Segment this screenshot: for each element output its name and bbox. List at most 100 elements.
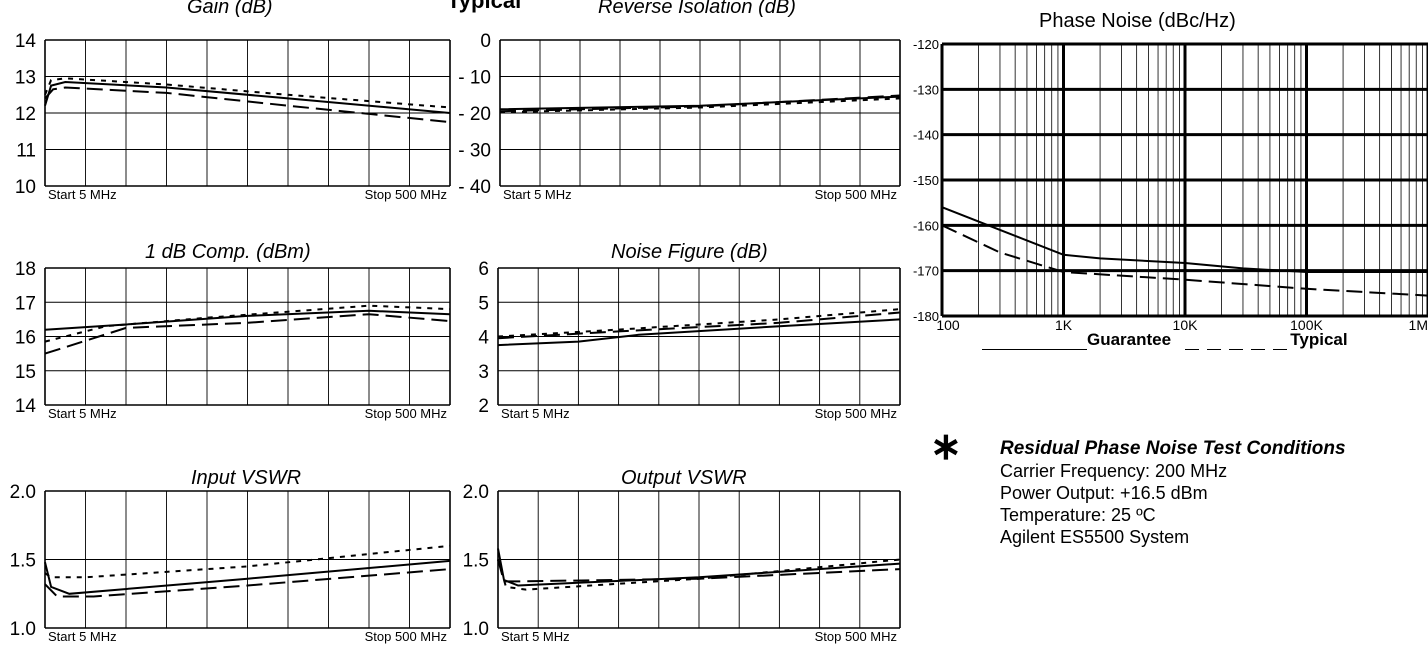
page-title-fragment: Typical [447, 0, 522, 13]
x-start-label: Start 5 MHz [48, 629, 117, 644]
legend-typical-label: Typical [1290, 330, 1348, 349]
series-line-dashed [499, 94, 901, 113]
test-condition-line: Carrier Frequency: 200 MHz [1000, 461, 1228, 481]
x-tick-label: 10K [1173, 317, 1199, 333]
noise-figure-chart-title: Noise Figure (dB) [611, 241, 768, 263]
y-tick-label: -160 [913, 218, 939, 233]
reverse-isolation-chart: Reverse Isolation (dB) 0 - 10 - 20 - 30 - 40… [455, 0, 905, 205]
phase-noise-chart: -120 -130 -140 -150 -160 -170 -180 100 1K 10K 100K… [895, 37, 1428, 338]
output-vswr-chart: Output VSWR 2.0 1.5 1.0 Start 5 MHz Stop 500… [455, 465, 905, 652]
y-tick-label: -130 [913, 82, 939, 97]
input-vswr-chart-title: Input VSWR [191, 467, 302, 489]
test-condition-line: Agilent ES5500 System [1000, 527, 1190, 547]
x-start-label: Start 5 MHz [501, 406, 570, 421]
series-line-solid [44, 559, 451, 595]
y-tick-label: - 10 [458, 68, 491, 89]
test-condition-line: Power Output: +16.5 dBm [1000, 483, 1208, 503]
legend-solid-line-swatch [982, 331, 1087, 350]
y-tick-label: 0 [480, 31, 491, 52]
series-line-dotted [497, 308, 901, 338]
y-tick-label: 16 [15, 328, 36, 349]
y-tick-label: 3 [478, 362, 489, 383]
reverse-isolation-chart-title: Reverse Isolation (dB) [598, 0, 796, 18]
input-vswr-chart: Input VSWR 2.0 1.5 1.0 Start 5 MHz Stop 500 … [0, 465, 455, 652]
phase-noise-title: Phase Noise (dBc/Hz) [1039, 10, 1236, 32]
x-stop-label: Stop 500 MHz [365, 187, 447, 202]
series-line-solid [44, 80, 451, 114]
series-line-typical [941, 224, 1428, 297]
y-tick-label: 13 [15, 68, 36, 89]
series-line-dashed [44, 313, 451, 355]
y-tick-label: 17 [15, 293, 36, 314]
y-tick-label: -150 [913, 173, 939, 188]
y-tick-label: -170 [913, 264, 939, 279]
y-tick-label: 5 [478, 293, 489, 314]
y-tick-label: 12 [15, 104, 36, 125]
y-tick-label: 1.5 [463, 551, 489, 572]
x-start-label: Start 5 MHz [501, 629, 570, 644]
y-tick-label: -140 [913, 128, 939, 143]
gain-chart-title: Gain (dB) [187, 0, 273, 18]
compression-chart-title: 1 dB Comp. (dBm) [145, 241, 311, 263]
y-tick-label: 14 [15, 396, 37, 417]
y-tick-label: -120 [913, 37, 939, 52]
reverse-isolation-chart-svg: 0 - 10 - 20 - 30 - 40 Start 5 MHz Stop 500 MHz [458, 31, 901, 202]
y-tick-label: 1.5 [10, 551, 36, 572]
series-line-dotted [499, 97, 901, 114]
x-tick-label: 100K [1290, 317, 1323, 333]
asterisk-icon: ∗ [930, 426, 962, 468]
y-tick-label: - 20 [458, 104, 491, 125]
y-tick-label: - 40 [458, 177, 491, 198]
series-line-guarantee [941, 206, 1428, 273]
y-tick-label: - 30 [458, 141, 491, 162]
series-line-dashed [44, 86, 451, 124]
x-stop-label: Stop 500 MHz [365, 406, 447, 421]
series-line-solid [497, 318, 901, 347]
x-tick-label: 1K [1055, 317, 1073, 333]
y-tick-label: 2 [478, 396, 489, 417]
series-line-dotted [44, 304, 451, 343]
y-tick-label: 1.0 [10, 619, 36, 640]
x-stop-label: Stop 500 MHz [365, 629, 447, 644]
x-tick-label: 100 [936, 317, 960, 333]
y-tick-label: 11 [16, 141, 36, 162]
noise-figure-chart: Noise Figure (dB) 6 5 4 3 2 Start 5 MHz Stop 5… [455, 235, 905, 440]
output-vswr-chart-title: Output VSWR [621, 467, 747, 489]
y-tick-label: 18 [15, 259, 36, 280]
input-vswr-chart-svg: 2.0 1.5 1.0 Start 5 MHz Stop 500 MHz [10, 482, 451, 644]
gain-chart: Gain (dB) 14 13 12 11 10 Start 5 MHz Stop 500 … [0, 0, 455, 205]
series-line-dotted [44, 77, 451, 109]
series-line-dashed [497, 311, 901, 340]
y-tick-label: 10 [15, 177, 36, 198]
noise-figure-chart-svg: 6 5 4 3 2 Start 5 MHz Stop 500 MHz [478, 259, 901, 421]
y-tick-label: 14 [15, 31, 37, 52]
phase-noise-legend: Guarantee Typical [982, 330, 1348, 350]
x-start-label: Start 5 MHz [48, 406, 117, 421]
compression-chart: 1 dB Comp. (dBm) 18 17 16 15 14 Start 5 MHz St… [0, 235, 455, 440]
legend-guarantee-label: Guarantee [1087, 330, 1172, 349]
x-start-label: Start 5 MHz [48, 187, 117, 202]
y-tick-label: 2.0 [10, 482, 36, 503]
y-tick-label: 4 [478, 328, 489, 349]
y-tick-label: 1.0 [463, 619, 489, 640]
x-stop-label: Stop 500 MHz [815, 629, 897, 644]
x-stop-label: Stop 500 MHz [815, 406, 897, 421]
x-start-label: Start 5 MHz [503, 187, 572, 202]
y-tick-label: 2.0 [463, 482, 489, 503]
y-tick-label: 15 [15, 362, 36, 383]
test-conditions-title: Residual Phase Noise Test Conditions [1000, 438, 1346, 459]
gain-chart-svg: 14 13 12 11 10 Start 5 MHz Stop 500 MHz [15, 31, 451, 202]
series-line-dotted [44, 544, 451, 579]
series-line-dotted [497, 558, 901, 591]
x-stop-label: Stop 500 MHz [815, 187, 897, 202]
legend-dashed-line-swatch [1185, 332, 1291, 350]
output-vswr-chart-svg: 2.0 1.5 1.0 Start 5 MHz Stop 500 MHz [463, 482, 901, 644]
test-condition-line: Temperature: 25 ºC [1000, 505, 1156, 525]
y-tick-label: 6 [478, 259, 489, 280]
series-line-dashed [44, 568, 451, 598]
series-line-dashed [497, 559, 901, 583]
x-tick-label: 1M [1409, 317, 1428, 333]
series-line-solid [44, 309, 451, 331]
y-tick-label: -180 [913, 309, 939, 324]
